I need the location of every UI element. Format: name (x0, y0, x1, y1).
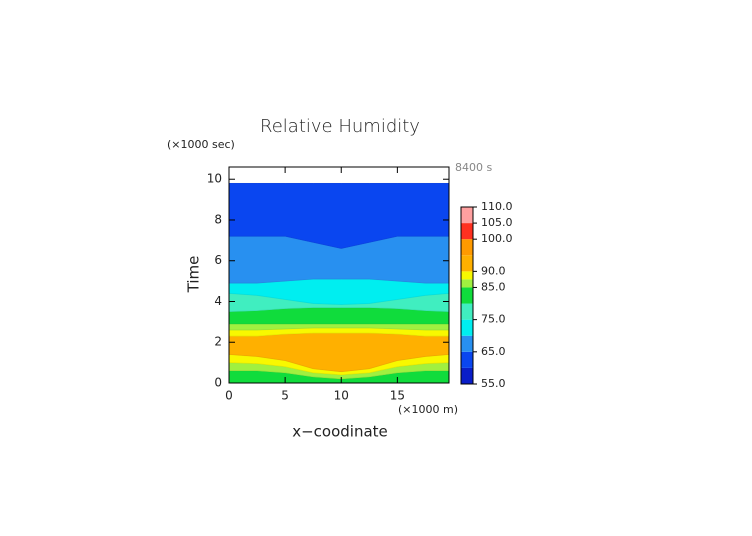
contour-boundary (229, 278, 449, 284)
colorbar-swatch (461, 303, 473, 320)
colorbar-swatch (461, 367, 473, 384)
y-tick-label: 8 (214, 212, 222, 226)
colorbar-tick-label: 100.0 (481, 232, 513, 245)
y-tick-label: 4 (214, 294, 222, 308)
y-tick-label: 6 (214, 253, 222, 267)
colorbar-swatch (461, 351, 473, 368)
colorbar-swatch (461, 255, 473, 272)
colorbar-frame (460, 206, 474, 385)
colorbar-swatch (461, 239, 473, 256)
colorbar-swatch (461, 223, 473, 240)
colorbar-tick-label: 105.0 (481, 216, 513, 229)
colorbar-tick-label: 90.0 (481, 264, 506, 277)
x-tick-label: 0 (225, 389, 233, 403)
contour-boundary (229, 235, 449, 250)
colorbar-tick-label: 65.0 (481, 345, 506, 358)
y-tick-label: 2 (214, 335, 222, 349)
contour-boundary (228, 307, 450, 313)
plot-frame (228, 166, 450, 384)
y-tick-label: 0 (214, 376, 222, 390)
x-tick-label: 10 (334, 389, 349, 403)
contour-boundary (228, 362, 450, 376)
annotation: 8400 s (455, 161, 492, 174)
x-tick-label: 15 (390, 389, 405, 403)
colorbar-swatch (461, 207, 473, 224)
contour-boundary (229, 332, 449, 337)
y-unit: (×1000 sec) (167, 138, 235, 151)
colorbar-swatch (461, 279, 473, 288)
colorbar-tick-label: 85.0 (481, 280, 506, 293)
colorbar-swatch (461, 335, 473, 352)
colorbar-tick-label: 75.0 (481, 313, 506, 326)
x-axis-title: x−coodinate (292, 423, 388, 441)
y-tick-label: 10 (207, 172, 222, 186)
x-tick-label: 5 (281, 389, 289, 403)
colorbar-tick-label: 110.0 (481, 200, 513, 213)
colorbar-swatch (461, 271, 473, 280)
contour-boundary (228, 292, 450, 306)
x-unit: (×1000 m) (398, 403, 458, 416)
colorbar-swatch (461, 319, 473, 336)
contour-boundary (228, 353, 450, 373)
contour-boundary (229, 327, 449, 331)
chart-title: Relative Humidity (260, 116, 420, 137)
y-axis-title: Time (185, 256, 203, 294)
colorbar-tick-label: 55.0 (481, 377, 506, 390)
colorbar-swatch (461, 287, 473, 304)
